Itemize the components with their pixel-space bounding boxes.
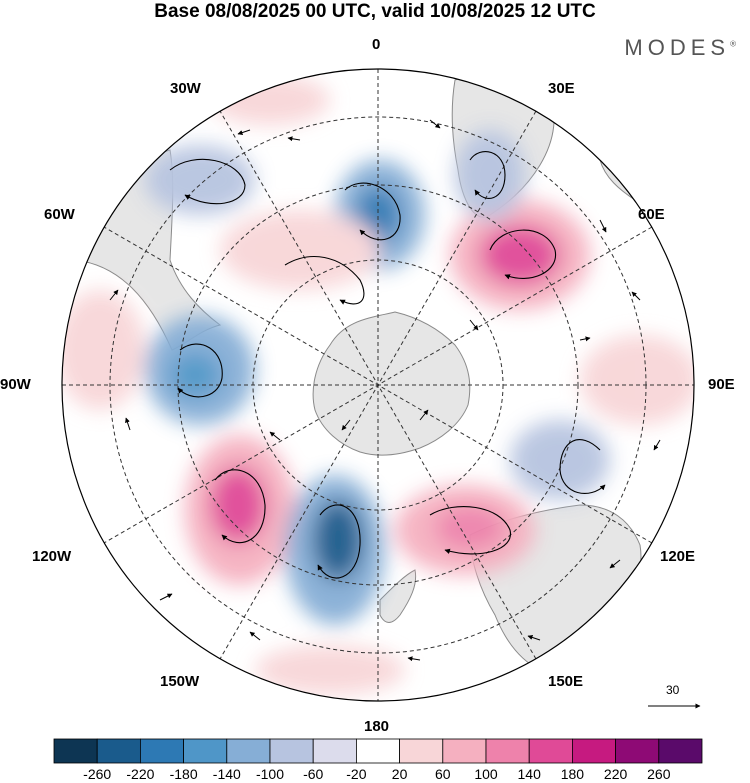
label-60w: 60W — [44, 206, 75, 223]
colorbar-swatch — [312, 738, 357, 764]
registered-mark: ® — [730, 39, 736, 49]
wind-vector — [599, 219, 607, 233]
positive-anomaly-north — [210, 75, 330, 125]
streamline — [317, 504, 361, 579]
colorbar-tick-label: -220 — [126, 766, 155, 782]
colorbar-tick-label: -20 — [346, 766, 367, 782]
label-120w: 120W — [32, 548, 72, 565]
colorbar-tick-label: 60 — [435, 766, 451, 782]
new-zealand — [379, 569, 417, 623]
latitude-circle-mid — [177, 184, 579, 586]
colorbar-tick-label: -140 — [212, 766, 241, 782]
label-30w: 30W — [170, 80, 201, 97]
wind-vector — [631, 291, 641, 301]
colorbar-swatch — [658, 738, 703, 764]
colorbar-tick-label: 20 — [391, 766, 408, 782]
negative-anomaly-core-150w — [313, 500, 363, 580]
positive-anomaly-core-120w — [210, 467, 266, 543]
label-60e: 60E — [638, 206, 665, 223]
colorbar-tick-label: -60 — [303, 766, 324, 782]
colorbar-tick-label: -100 — [255, 766, 285, 782]
streamline — [469, 151, 506, 199]
colorbar-swatch — [269, 738, 314, 764]
streamline — [429, 506, 511, 555]
meridian-150e-30w — [219, 110, 537, 660]
wind-vector — [429, 119, 441, 129]
colorbar-swatch — [139, 738, 184, 764]
wind-vector — [469, 319, 479, 331]
anomaly-fields — [62, 75, 694, 695]
streamline — [284, 256, 365, 305]
wind-vector — [159, 593, 173, 601]
streamline — [489, 229, 557, 280]
graticule — [62, 69, 694, 701]
colorbar-swatch — [615, 738, 660, 764]
colorbar-swatch — [442, 738, 487, 764]
streamline — [177, 343, 223, 398]
colorbar-swatch — [485, 738, 530, 764]
label-150e: 150E — [548, 673, 584, 690]
colorbar-tick-label: 140 — [517, 766, 541, 782]
wind-vector — [237, 129, 251, 135]
positive-anomaly-core-150e — [435, 506, 505, 550]
streamlines — [169, 151, 606, 579]
label-90w: 90W — [0, 376, 31, 393]
brand-text: MODES — [624, 35, 731, 60]
reference-vector-label: 30 — [666, 683, 680, 697]
wind-vector — [109, 289, 119, 301]
wind-vector — [249, 631, 261, 641]
label-90e: 90E — [708, 376, 735, 393]
colorbar-swatch — [572, 738, 617, 764]
wind-vector — [269, 431, 281, 441]
wind-vector — [609, 559, 621, 569]
wind-vectors — [109, 119, 661, 662]
wind-vector — [407, 656, 421, 662]
negative-anomaly-30w — [145, 145, 255, 215]
colorbar-swatch — [226, 738, 271, 764]
colorbar-swatch — [528, 738, 573, 764]
label-30e: 30E — [548, 80, 575, 97]
map-disk — [62, 69, 694, 701]
streamline — [559, 439, 606, 494]
map-title: Base 08/08/2025 00 UTC, valid 10/08/2025… — [154, 1, 596, 22]
colorbar-swatch — [399, 738, 444, 764]
colorbar-tick-label: 100 — [474, 766, 498, 782]
colorbar-tick-label: 220 — [603, 766, 628, 782]
map-border — [61, 68, 695, 702]
positive-anomaly-east — [580, 335, 694, 425]
label-120e: 120E — [660, 548, 696, 565]
streamline — [344, 182, 401, 241]
negative-anomaly-30e — [455, 130, 525, 220]
colorbar-tick-label: -260 — [83, 766, 112, 782]
antarctica — [312, 311, 471, 456]
wind-vector — [419, 409, 429, 421]
colorbar-swatch — [355, 738, 400, 764]
colorbar — [53, 738, 703, 764]
wind-vector — [341, 419, 351, 431]
wind-vector — [125, 417, 131, 431]
streamline — [169, 158, 246, 205]
colorbar-swatch — [183, 738, 228, 764]
wind-vector — [579, 336, 591, 342]
negative-anomaly-110e — [510, 420, 610, 500]
colorbar-tick-label: -180 — [169, 766, 198, 782]
modes-logo: MODES® — [624, 35, 736, 61]
wind-vector — [653, 439, 661, 451]
streamline — [214, 469, 266, 544]
negative-anomaly-core-90w — [170, 353, 220, 397]
positive-anomaly-west — [62, 290, 145, 410]
label-0: 0 — [372, 36, 381, 53]
label-150w: 150W — [160, 673, 200, 690]
colorbar-tick-label: 260 — [647, 766, 671, 782]
wind-vector — [287, 136, 301, 142]
colorbar-tick-label: 180 — [560, 766, 585, 782]
wind-vector — [527, 635, 541, 641]
colorbar-swatch — [53, 738, 98, 764]
label-180: 180 — [364, 718, 390, 735]
colorbar-swatch — [96, 738, 141, 764]
positive-anomaly-core-60e — [480, 225, 560, 285]
positive-anomaly-south — [255, 645, 405, 695]
